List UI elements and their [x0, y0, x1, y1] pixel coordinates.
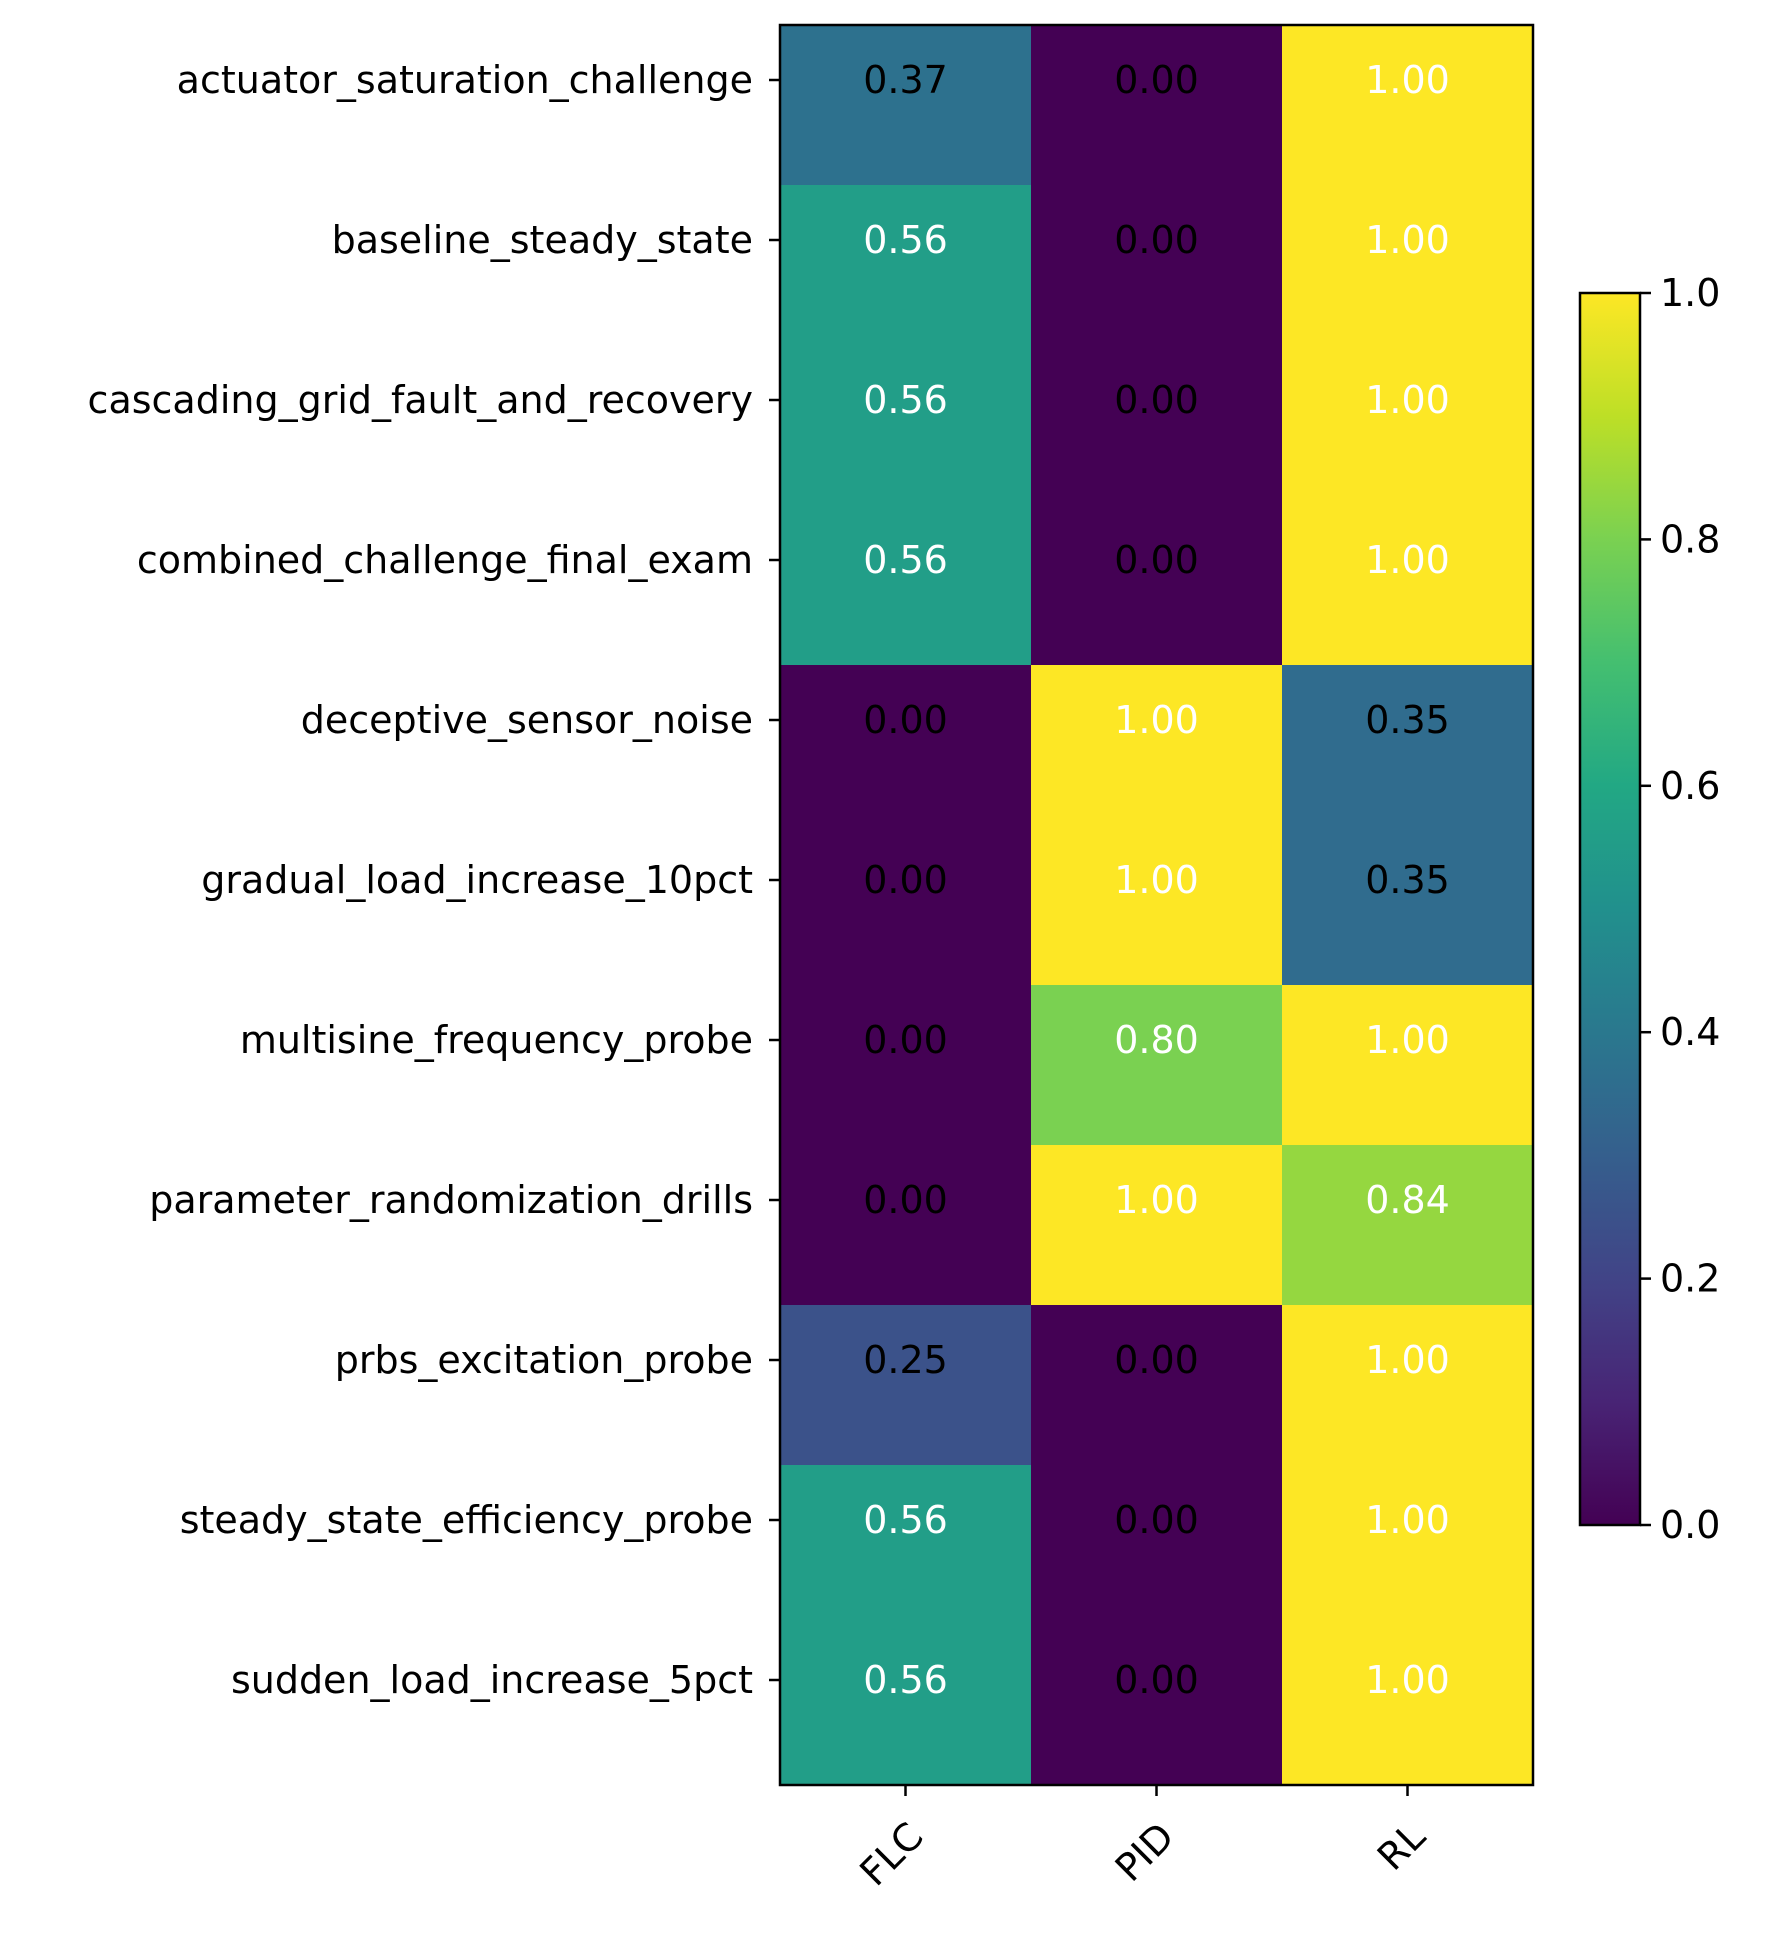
cell-value-label: 0.35	[1365, 698, 1450, 742]
colorbar-tick-label: 1.0	[1660, 271, 1720, 315]
heatmap-cell	[1282, 985, 1534, 1146]
heatmap-cell	[1282, 1145, 1534, 1306]
cell-value-label: 1.00	[1365, 1658, 1450, 1702]
y-axis: actuator_saturation_challenge baseline_st…	[88, 58, 780, 1702]
heatmap-cell	[780, 1305, 1032, 1466]
heatmap-cell	[1282, 345, 1534, 506]
heatmap-cell	[1282, 1625, 1534, 1786]
heatmap-cell	[1282, 1465, 1534, 1626]
heatmap-cell	[780, 25, 1032, 186]
y-tick-label: actuator_saturation_challenge	[177, 58, 753, 102]
heatmap-cell	[1282, 25, 1534, 186]
x-tick-label: FLC	[851, 1814, 931, 1894]
cell-value-label: 1.00	[1365, 1338, 1450, 1382]
y-tick-label: sudden_load_increase_5pct	[231, 1658, 753, 1702]
cell-value-label: 0.00	[1114, 58, 1199, 102]
heatmap-cells	[780, 25, 1534, 1786]
cell-value-label: 0.00	[863, 698, 948, 742]
colorbar-tick-label: 0.0	[1660, 1503, 1720, 1547]
cell-value-label: 0.56	[863, 218, 948, 262]
x-tick-label: RL	[1369, 1814, 1434, 1879]
heatmap-cell	[780, 985, 1032, 1146]
cell-value-label: 0.00	[1114, 1658, 1199, 1702]
cell-value-label: 0.80	[1114, 1018, 1199, 1062]
heatmap-cell	[1031, 1145, 1283, 1306]
heatmap-cell	[1282, 825, 1534, 986]
cell-value-label: 0.25	[863, 1338, 948, 1382]
heatmap-cell	[780, 1465, 1032, 1626]
y-tick-label: multisine_frequency_probe	[240, 1018, 753, 1062]
heatmap-cell	[1031, 665, 1283, 826]
heatmap-cell	[1282, 185, 1534, 346]
x-tick-label: PID	[1107, 1814, 1183, 1890]
colorbar-gradient	[1580, 293, 1640, 1525]
cell-value-label: 0.00	[863, 1178, 948, 1222]
colorbar-tick-label: 0.8	[1660, 517, 1720, 561]
y-tick-label: gradual_load_increase_10pct	[201, 858, 753, 902]
cell-value-label: 0.56	[863, 1658, 948, 1702]
heatmap-cell	[780, 505, 1032, 666]
cell-value-label: 0.00	[1114, 1498, 1199, 1542]
cell-value-label: 0.00	[863, 1018, 948, 1062]
x-axis: FLC PID RL	[851, 1785, 1434, 1894]
cell-value-label: 0.84	[1365, 1178, 1450, 1222]
cell-value-label: 0.35	[1365, 858, 1450, 902]
heatmap-cell	[780, 1145, 1032, 1306]
cell-value-label: 1.00	[1365, 58, 1450, 102]
heatmap-cell	[780, 345, 1032, 506]
cell-value-label: 0.56	[863, 1498, 948, 1542]
y-tick-label: steady_state_efficiency_probe	[180, 1498, 753, 1542]
cell-value-label: 1.00	[1365, 218, 1450, 262]
cell-value-label: 0.37	[863, 58, 948, 102]
heatmap-cell	[780, 825, 1032, 986]
heatmap-cell	[1282, 1305, 1534, 1466]
cell-value-label: 0.00	[863, 858, 948, 902]
heatmap-cell	[1031, 185, 1283, 346]
heatmap-cell	[1282, 505, 1534, 666]
cell-value-label: 0.00	[1114, 1338, 1199, 1382]
cell-value-label: 1.00	[1365, 378, 1450, 422]
cell-value-label: 1.00	[1114, 698, 1199, 742]
heatmap-cell	[1282, 665, 1534, 826]
heatmap-cell	[780, 665, 1032, 826]
y-tick-label: deceptive_sensor_noise	[301, 698, 753, 742]
cell-value-label: 1.00	[1365, 1018, 1450, 1062]
heatmap-cell	[1031, 505, 1283, 666]
y-tick-label: prbs_excitation_probe	[335, 1338, 753, 1382]
colorbar-frame	[1578, 291, 1642, 1527]
cell-value-label: 0.00	[1114, 218, 1199, 262]
colorbar-tick-label: 0.2	[1660, 1257, 1720, 1301]
colorbar-tick-label: 0.4	[1660, 1010, 1720, 1054]
heatmap-cell	[1031, 985, 1283, 1146]
y-tick-label: cascading_grid_fault_and_recovery	[88, 378, 753, 422]
cell-value-label: 1.00	[1114, 1178, 1199, 1222]
heatmap-cell	[780, 1625, 1032, 1786]
cell-value-label: 0.56	[863, 378, 948, 422]
colorbar-tick-label: 0.6	[1660, 764, 1720, 808]
heatmap-cell	[1031, 25, 1283, 186]
heatmap-cell	[1031, 1305, 1283, 1466]
heatmap-cell-labels: 0.37 0.00 1.00 0.56 0.00 1.00 0.56 0.00 1.00 0.56…	[863, 58, 1450, 1702]
colorbar: 0.0 0.2 0.4 0.6 0.8 1.0	[1578, 271, 1720, 1547]
cell-value-label: 0.56	[863, 538, 948, 582]
cell-value-label: 0.00	[1114, 538, 1199, 582]
cell-value-label: 1.00	[1114, 858, 1199, 902]
heatmap-cell	[1031, 1625, 1283, 1786]
heatmap-cell	[780, 185, 1032, 346]
heatmap-cell	[1031, 345, 1283, 506]
cell-value-label: 1.00	[1365, 538, 1450, 582]
heatmap-cell	[1031, 1465, 1283, 1626]
cell-value-label: 0.00	[1114, 378, 1199, 422]
y-tick-label: baseline_steady_state	[332, 218, 753, 262]
cell-value-label: 1.00	[1365, 1498, 1450, 1542]
y-tick-label: combined_challenge_final_exam	[137, 538, 753, 582]
y-tick-label: parameter_randomization_drills	[149, 1178, 753, 1222]
heatmap-cell	[1031, 825, 1283, 986]
